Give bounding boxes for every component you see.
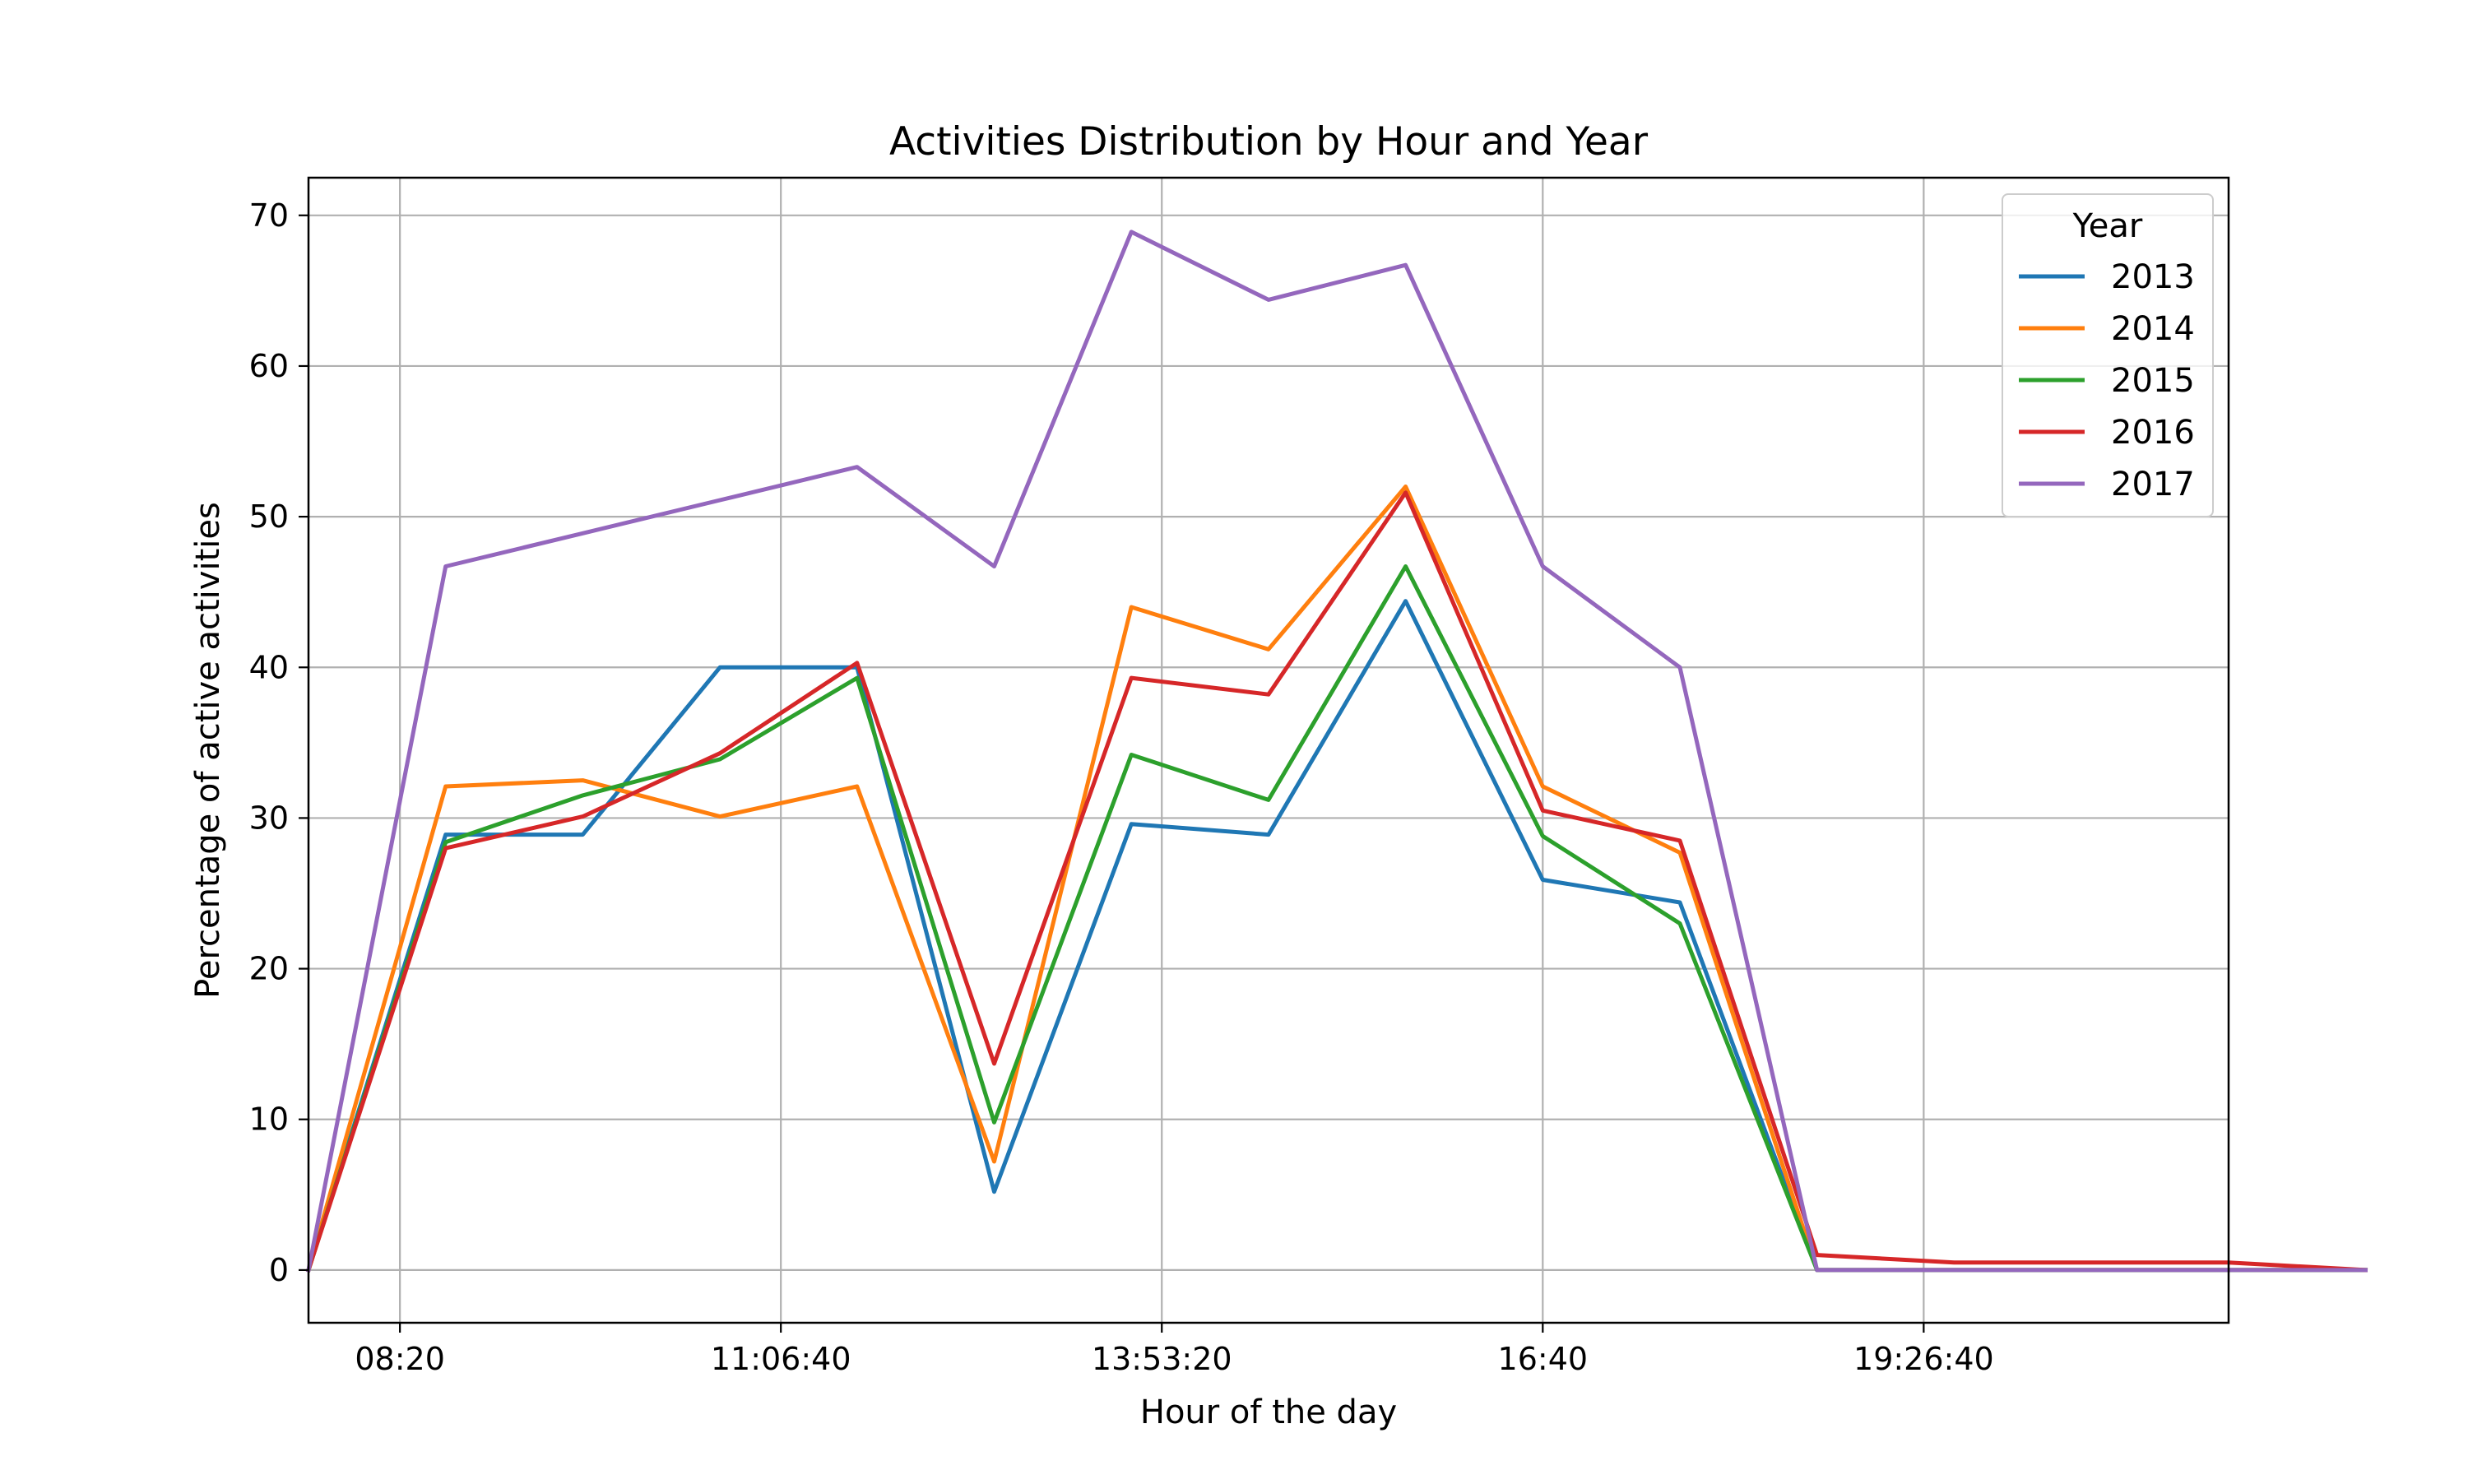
y-tick-label: 10 [249,1101,289,1138]
y-tick-label: 50 [249,499,289,535]
y-tick-label: 70 [249,197,289,234]
y-tick-label: 0 [269,1252,289,1288]
legend-label: 2014 [2111,310,2195,348]
x-tick-label: 19:26:40 [1853,1341,1994,1377]
x-axis-label: Hour of the day [1140,1394,1397,1431]
legend-label: 2015 [2111,362,2195,400]
legend-title: Year [2072,207,2143,245]
legend-label: 2013 [2111,258,2195,296]
y-tick-label: 30 [249,800,289,836]
y-tick-label: 60 [249,348,289,384]
x-tick-label: 08:20 [355,1341,445,1377]
x-tick-label: 16:40 [1498,1341,1589,1377]
legend: Year 2013 2014 2015 2016 2017 [2002,194,2213,517]
x-tick-label: 13:53:20 [1092,1341,1232,1377]
legend-label: 2017 [2111,466,2195,503]
chart-title: Activities Distribution by Hour and Year [889,119,1649,165]
x-tick-label: 11:06:40 [711,1341,851,1377]
y-tick-label: 40 [249,649,289,685]
y-axis-label: Percentage of active activities [189,502,227,999]
legend-label: 2016 [2111,414,2195,452]
y-tick-label: 20 [249,951,289,987]
